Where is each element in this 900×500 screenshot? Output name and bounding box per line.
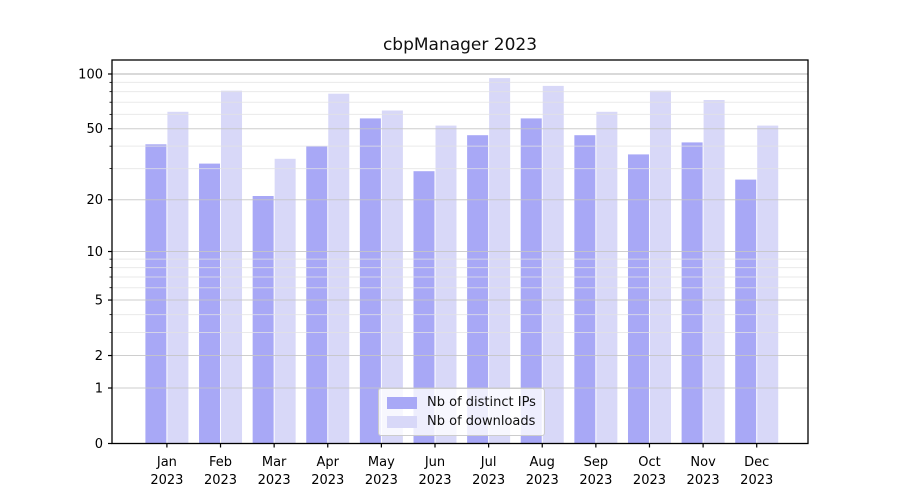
x-tick-label: Jan 2023	[150, 455, 183, 488]
chart-title: cbpManager 2023	[382, 35, 538, 55]
x-tick-label: Feb 2023	[204, 455, 237, 488]
x-tick-label: May 2023	[365, 455, 398, 488]
y-tick-label: 10	[86, 245, 103, 260]
bar-distinct-ips	[306, 146, 328, 444]
bar-downloads	[596, 111, 618, 444]
bar-distinct-ips	[681, 142, 703, 444]
bar-distinct-ips	[413, 171, 435, 444]
bar-distinct-ips	[467, 135, 489, 444]
bar-distinct-ips	[145, 144, 167, 444]
y-tick-label: 20	[86, 193, 103, 208]
x-tick-label: Jun 2023	[418, 455, 451, 488]
legend-swatch-downloads	[387, 415, 417, 428]
bar-distinct-ips	[574, 135, 596, 444]
bar-downloads	[703, 100, 725, 444]
y-tick-label: 50	[86, 122, 103, 137]
bar-downloads	[757, 125, 779, 444]
bar-distinct-ips	[735, 179, 757, 444]
y-tick-label: 5	[95, 294, 103, 309]
x-tick-label: Oct 2023	[633, 455, 666, 488]
bar-distinct-ips	[199, 163, 221, 444]
x-tick-label: Sep 2023	[579, 455, 612, 488]
x-tick-label: Dec 2023	[740, 455, 773, 488]
legend-item-distinct-ips: Nb of distinct IPs	[387, 396, 536, 409]
legend: Nb of distinct IPs Nb of downloads	[378, 388, 545, 436]
x-tick-label: Aug 2023	[526, 455, 559, 488]
bar-downloads	[542, 85, 564, 444]
y-tick-label: 0	[95, 437, 103, 452]
bar-distinct-ips	[627, 154, 649, 444]
legend-label-distinct-ips: Nb of distinct IPs	[427, 395, 536, 410]
bar-downloads	[328, 93, 350, 444]
legend-swatch-distinct-ips	[387, 396, 417, 409]
bar-downloads	[274, 158, 296, 444]
legend-label-downloads: Nb of downloads	[427, 414, 536, 429]
y-tick-label: 100	[78, 68, 103, 83]
x-tick-label: Nov 2023	[687, 455, 720, 488]
bar-downloads	[167, 111, 189, 444]
bar-distinct-ips	[252, 196, 274, 444]
x-tick-label: Mar 2023	[258, 455, 291, 488]
bar-downloads	[489, 78, 511, 444]
y-tick-label: 2	[95, 349, 103, 364]
y-tick-label: 1	[95, 382, 103, 397]
x-tick-label: Apr 2023	[311, 455, 344, 488]
x-tick-label: Jul 2023	[472, 455, 505, 488]
legend-item-downloads: Nb of downloads	[387, 415, 536, 428]
bar-downloads	[435, 125, 457, 444]
